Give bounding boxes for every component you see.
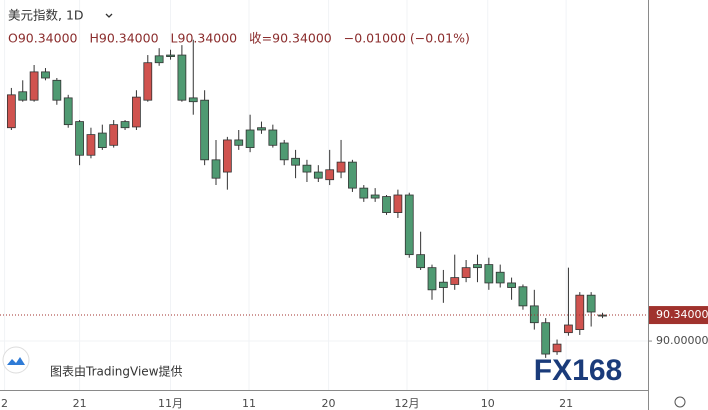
candle-body <box>529 305 539 324</box>
ohlc-item: L90.34000 <box>171 31 238 46</box>
last-price-box <box>649 306 708 325</box>
candle-body <box>18 91 28 101</box>
candle-body <box>291 157 300 166</box>
ohlc-item: −0.01000 (−0.01%) <box>344 31 470 46</box>
candle-body <box>325 169 335 181</box>
candle-body <box>222 139 232 173</box>
candle-body <box>97 132 107 148</box>
candle-body <box>450 277 460 285</box>
candle-body <box>177 54 187 101</box>
candle-body <box>143 62 153 101</box>
candle-body <box>188 97 198 103</box>
candle-body <box>257 127 266 131</box>
chart-title: 美元指数, 1D <box>8 8 84 23</box>
ohlc-item: O90.34000 <box>8 31 78 46</box>
y-tick-label: 90.00000 <box>656 334 708 347</box>
candle-body <box>473 264 482 269</box>
candle-body <box>63 97 73 126</box>
x-tick-label: 11月 <box>158 397 183 410</box>
candle-body <box>382 196 391 213</box>
candle-body <box>359 187 369 199</box>
settings-icon[interactable] <box>674 396 686 408</box>
candle-body <box>120 121 130 129</box>
tv-logo <box>2 346 30 374</box>
candle-body <box>6 94 16 129</box>
candle-body <box>370 194 380 199</box>
ohlc-item: 收=90.34000 <box>249 31 332 46</box>
candle-body <box>302 164 312 173</box>
candle-body <box>586 294 596 313</box>
x-tick-label: 10 <box>481 397 495 410</box>
candle-body <box>541 322 551 355</box>
candle-body <box>404 194 414 256</box>
candle-body <box>461 267 471 278</box>
candle-body <box>154 55 164 64</box>
candle-body <box>245 129 255 148</box>
candle-body <box>234 139 244 146</box>
ohlc-header: O90.34000 H90.34000 L90.34000 收=90.34000 −0.… <box>8 31 470 46</box>
x-tick-label: 21 <box>73 397 87 410</box>
candle-body <box>200 99 210 161</box>
last-price-label: 90.34000 <box>656 308 708 321</box>
candle-body <box>41 71 50 79</box>
candle-body <box>598 314 607 317</box>
x-tick-label: 21 <box>559 397 573 410</box>
watermark-text: 图表由TradingView提供 <box>50 364 183 379</box>
candle-body <box>86 134 96 156</box>
dropdown-icon[interactable] <box>105 13 113 18</box>
candle-body <box>313 171 323 179</box>
candle-body <box>52 79 62 101</box>
ohlc-item: H90.34000 <box>89 31 158 46</box>
candle-body <box>507 282 516 288</box>
candle-body <box>484 264 494 284</box>
candle-body <box>518 286 528 307</box>
candle-body <box>438 281 448 288</box>
tv-logo-icon <box>7 357 25 365</box>
candle-body <box>109 124 119 146</box>
candle-body <box>427 267 437 291</box>
candle-body <box>268 129 278 146</box>
candle-body <box>575 294 585 330</box>
candle-body <box>29 71 39 101</box>
candles <box>6 39 607 358</box>
grid <box>0 0 648 390</box>
x-tick-label: 12月 <box>394 397 419 410</box>
candle-body <box>279 142 289 161</box>
brand-logo: FX168 <box>534 354 622 387</box>
candle-body <box>416 254 426 269</box>
candle-body <box>166 54 175 57</box>
candle-body <box>552 343 562 353</box>
x-tick-label: 11 <box>242 397 256 410</box>
candle-body <box>348 161 357 189</box>
candle-body <box>211 159 221 179</box>
x-tick-label: 20 <box>322 397 336 410</box>
x-tick-label: 2 <box>1 397 8 410</box>
candle-body <box>564 324 573 334</box>
candle-body <box>393 194 403 213</box>
candle-body <box>495 271 505 284</box>
candle-body <box>75 121 84 156</box>
candle-body <box>336 161 346 173</box>
candle-body <box>132 96 141 128</box>
